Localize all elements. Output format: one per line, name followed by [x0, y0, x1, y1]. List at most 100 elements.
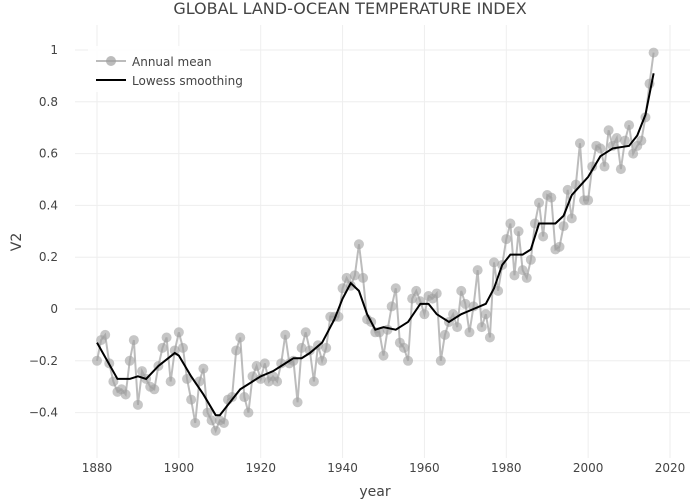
annual-mean-point: [464, 327, 475, 338]
x-tick-label: 1940: [327, 461, 358, 475]
annual-mean-point: [398, 342, 409, 353]
annual-mean-point: [317, 355, 328, 366]
x-tick-label: 1900: [164, 461, 195, 475]
annual-mean-point: [173, 327, 184, 338]
annual-mean-point: [308, 376, 319, 387]
annual-mean-point: [137, 366, 148, 377]
annual-mean-point: [583, 195, 594, 206]
annual-mean-point: [435, 355, 446, 366]
annual-mean-point: [186, 394, 197, 405]
annual-mean-line: [96, 52, 655, 434]
annual-mean-point: [239, 392, 250, 403]
plot-area: [92, 47, 659, 436]
annual-mean-point: [558, 221, 569, 232]
y-tick-label: 0.6: [39, 147, 58, 161]
annual-mean-point: [321, 342, 332, 353]
annual-mean-point: [407, 293, 418, 304]
annual-mean-point: [349, 270, 360, 281]
legend-lowess-label: Lowess smoothing: [132, 74, 243, 88]
annual-mean-point: [92, 355, 102, 366]
annual-mean-point: [128, 335, 139, 346]
annual-mean-point: [562, 184, 573, 195]
annual-mean-point: [161, 332, 172, 343]
annual-mean-point: [190, 417, 201, 428]
annual-mean-point: [419, 309, 430, 320]
y-tick-label: −0.2: [29, 354, 58, 368]
annual-mean-point: [411, 285, 422, 296]
annual-mean-point: [476, 322, 487, 333]
y-tick-label: 0.2: [39, 250, 58, 264]
annual-mean-point: [358, 272, 369, 283]
annual-mean-point: [177, 342, 188, 353]
annual-mean-point: [460, 298, 471, 309]
annual-mean-point: [157, 342, 168, 353]
annual-mean-point: [100, 329, 111, 340]
x-tick-label: 1980: [491, 461, 522, 475]
y-tick-label: 0.8: [39, 95, 58, 109]
annual-mean-point: [636, 135, 647, 146]
x-tick-label: 1880: [82, 461, 113, 475]
annual-mean-point: [452, 322, 463, 333]
annual-mean-point: [390, 283, 401, 294]
chart-title: GLOBAL LAND-OCEAN TEMPERATURE INDEX: [173, 0, 526, 18]
annual-mean-point: [235, 332, 246, 343]
annual-mean-point: [505, 218, 516, 229]
lowess-smoothing-line: [96, 73, 655, 417]
annual-mean-point: [304, 345, 315, 356]
legend-item-annual-mean[interactable]: Annual mean: [96, 55, 212, 69]
annual-mean-point: [231, 345, 242, 356]
annual-mean-point: [300, 327, 311, 338]
annual-mean-point: [574, 138, 585, 149]
annual-mean-point: [480, 309, 491, 320]
annual-mean-point: [276, 358, 287, 369]
annual-mean-point: [439, 329, 450, 340]
annual-mean-point: [619, 135, 630, 146]
annual-mean-point: [615, 164, 626, 175]
legend-annual-marker: [106, 56, 116, 66]
legend-item-lowess[interactable]: Lowess smoothing: [96, 74, 243, 88]
annual-mean-point: [521, 272, 532, 283]
annual-mean-point: [206, 415, 217, 426]
y-axis-label: V2: [9, 233, 25, 251]
annual-mean-point: [489, 257, 500, 268]
annual-mean-point: [165, 376, 176, 387]
annual-mean-point: [227, 392, 238, 403]
annual-mean-point: [378, 350, 389, 361]
x-tick-label: 1920: [245, 461, 276, 475]
annual-mean-point: [169, 345, 180, 356]
annual-mean-point: [280, 329, 291, 340]
annual-mean-point: [456, 285, 467, 296]
annual-mean-point: [120, 389, 131, 400]
annual-mean-point: [534, 197, 545, 208]
annual-mean-point: [292, 397, 303, 408]
annual-mean-point: [538, 231, 549, 242]
annual-mean-point: [603, 125, 614, 136]
annual-mean-point: [624, 120, 635, 131]
annual-mean-point: [595, 143, 606, 154]
annual-mean-point: [108, 376, 119, 387]
annual-mean-point: [243, 407, 254, 418]
legend[interactable]: Annual mean Lowess smoothing: [88, 46, 243, 92]
annual-mean-point: [599, 161, 610, 172]
annual-mean-point: [132, 399, 143, 410]
annual-mean-point: [255, 373, 266, 384]
annual-mean-point: [501, 234, 512, 245]
y-tick-label: 0: [50, 302, 58, 316]
x-tick-label: 2000: [573, 461, 604, 475]
annual-mean-point: [259, 358, 270, 369]
annual-mean-point: [337, 283, 348, 294]
annual-mean-point: [124, 355, 135, 366]
annual-mean-point: [546, 192, 557, 203]
annual-mean-point: [353, 239, 364, 250]
y-axis: −0.4 −0.2 0 0.2 0.4 0.6 0.8 1: [29, 43, 58, 420]
annual-mean-point: [484, 332, 495, 343]
annual-mean-point: [611, 133, 622, 144]
annual-mean-point: [202, 407, 213, 418]
annual-mean-point: [513, 226, 524, 237]
y-tick-label: −0.4: [29, 406, 58, 420]
annual-mean-point: [341, 272, 352, 283]
x-axis: 1880 1900 1920 1940 1960 1980 2000 2020: [82, 461, 686, 475]
annual-mean-point: [431, 288, 442, 299]
annual-mean-point: [149, 384, 160, 395]
legend-background: [88, 46, 240, 92]
